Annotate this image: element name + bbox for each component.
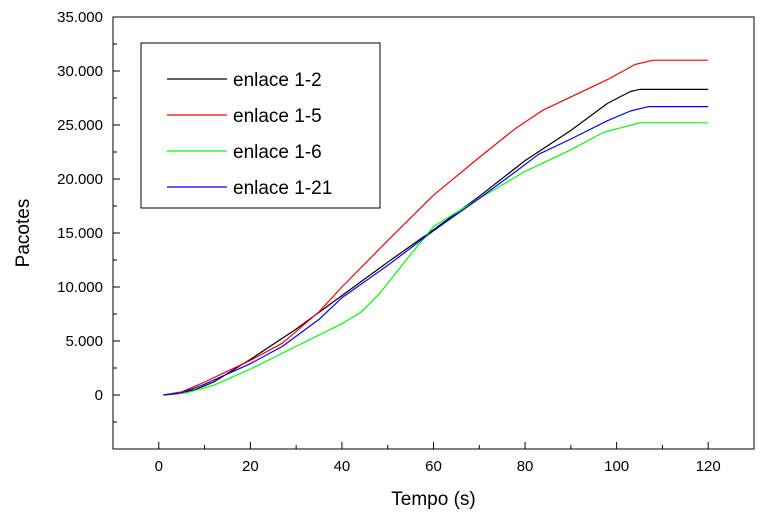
x-axis-label: Tempo (s): [391, 489, 475, 510]
x-tick-label: 60: [425, 458, 442, 475]
legend-label: enlace 1-2: [233, 70, 322, 91]
x-tick-label: 20: [242, 458, 259, 475]
y-axis-ticks: 0 5.000 10.000 15.000 20.000 25.000 30.000 35.0…: [57, 9, 120, 450]
series-line-3: [163, 122, 709, 396]
y-axis-label: Pacotes: [13, 199, 34, 268]
x-tick-label: 100: [604, 458, 629, 475]
y-tick-label: 25.000: [57, 117, 103, 134]
legend-box: [140, 42, 381, 209]
series-line-2: [163, 59, 709, 396]
y-tick-label: 0: [95, 387, 103, 404]
legend-label: enlace 1-5: [233, 106, 322, 127]
y-tick-label: 5.000: [65, 333, 103, 350]
y-tick-label: 20.000: [57, 171, 103, 188]
x-tick-label: 80: [517, 458, 534, 475]
x-tick-label: 40: [334, 458, 351, 475]
y-tick-label: 15.000: [57, 225, 103, 242]
y-tick-label: 35.000: [57, 9, 103, 26]
legend-label: enlace 1-21: [233, 178, 332, 199]
legend: enlace 1-2 enlace 1-5 enlace 1-6 enlace 1-2…: [140, 42, 381, 209]
x-tick-label: 0: [155, 458, 163, 475]
series-line-1: [163, 88, 709, 396]
y-tick-label: 10.000: [57, 279, 103, 296]
legend-label: enlace 1-6: [233, 142, 322, 163]
series-lines: [163, 59, 709, 396]
series-line-4: [163, 106, 709, 396]
x-axis-ticks: 0 20 40 60 80 100 120: [112, 442, 755, 475]
y-tick-label: 30.000: [57, 63, 103, 80]
x-tick-label: 120: [696, 458, 721, 475]
